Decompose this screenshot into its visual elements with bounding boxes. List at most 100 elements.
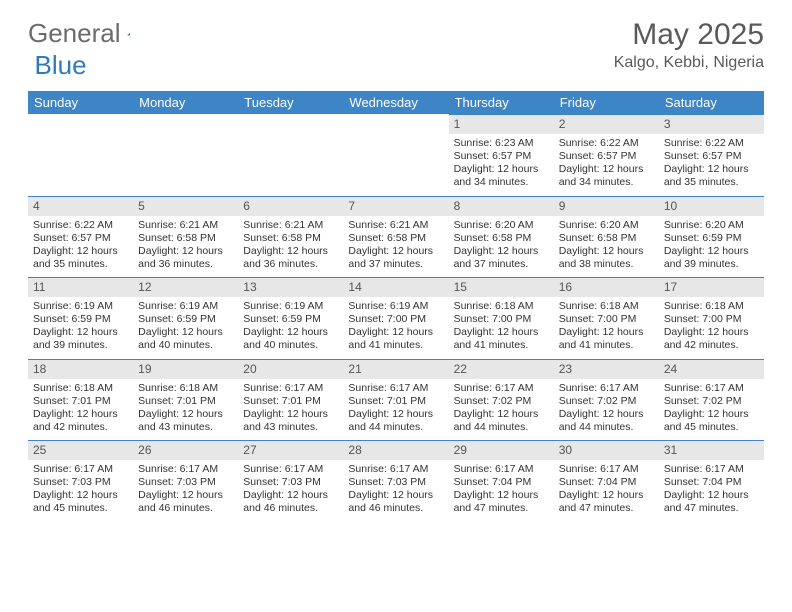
daylight-text: and 44 minutes. — [454, 421, 549, 434]
day-number: 8 — [449, 196, 554, 216]
sunrise-text: Sunrise: 6:17 AM — [559, 382, 654, 395]
daylight-text: and 38 minutes. — [559, 258, 654, 271]
daylight-text: and 42 minutes. — [664, 339, 759, 352]
calendar-day-cell: 4Sunrise: 6:22 AMSunset: 6:57 PMDaylight… — [28, 196, 133, 278]
daylight-text: and 44 minutes. — [559, 421, 654, 434]
daylight-text: and 42 minutes. — [33, 421, 128, 434]
daylight-text: Daylight: 12 hours — [33, 326, 128, 339]
day-body: Sunrise: 6:17 AMSunset: 7:02 PMDaylight:… — [449, 379, 554, 441]
daylight-text: and 43 minutes. — [243, 421, 338, 434]
sunrise-text: Sunrise: 6:19 AM — [243, 300, 338, 313]
title-location: Kalgo, Kebbi, Nigeria — [614, 54, 764, 72]
day-number: 2 — [554, 114, 659, 134]
calendar-day-cell: 5Sunrise: 6:21 AMSunset: 6:58 PMDaylight… — [133, 196, 238, 278]
sunrise-text: Sunrise: 6:17 AM — [138, 463, 233, 476]
sunset-text: Sunset: 6:59 PM — [33, 313, 128, 326]
day-body: Sunrise: 6:17 AMSunset: 7:02 PMDaylight:… — [554, 379, 659, 441]
day-body: Sunrise: 6:19 AMSunset: 7:00 PMDaylight:… — [343, 297, 448, 359]
calendar-day-cell: 12Sunrise: 6:19 AMSunset: 6:59 PMDayligh… — [133, 277, 238, 359]
daylight-text: Daylight: 12 hours — [243, 408, 338, 421]
day-number: 16 — [554, 277, 659, 297]
sunrise-text: Sunrise: 6:18 AM — [664, 300, 759, 313]
sunrise-text: Sunrise: 6:21 AM — [348, 219, 443, 232]
day-number: 12 — [133, 277, 238, 297]
sunrise-text: Sunrise: 6:21 AM — [138, 219, 233, 232]
calendar-day-cell: 14Sunrise: 6:19 AMSunset: 7:00 PMDayligh… — [343, 277, 448, 359]
calendar-week-row: 4Sunrise: 6:22 AMSunset: 6:57 PMDaylight… — [28, 196, 764, 278]
sunset-text: Sunset: 6:57 PM — [33, 232, 128, 245]
calendar-day-cell: 29Sunrise: 6:17 AMSunset: 7:04 PMDayligh… — [449, 440, 554, 522]
daylight-text: Daylight: 12 hours — [664, 408, 759, 421]
day-body: Sunrise: 6:17 AMSunset: 7:01 PMDaylight:… — [343, 379, 448, 441]
day-body: Sunrise: 6:17 AMSunset: 7:04 PMDaylight:… — [554, 460, 659, 522]
daylight-text: and 41 minutes. — [454, 339, 549, 352]
sunset-text: Sunset: 7:04 PM — [454, 476, 549, 489]
calendar-week-row: 11Sunrise: 6:19 AMSunset: 6:59 PMDayligh… — [28, 277, 764, 359]
day-body: Sunrise: 6:17 AMSunset: 7:03 PMDaylight:… — [343, 460, 448, 522]
day-body: Sunrise: 6:18 AMSunset: 7:00 PMDaylight:… — [449, 297, 554, 359]
sunrise-text: Sunrise: 6:20 AM — [559, 219, 654, 232]
daylight-text: Daylight: 12 hours — [243, 326, 338, 339]
day-body: Sunrise: 6:17 AMSunset: 7:03 PMDaylight:… — [133, 460, 238, 522]
calendar-day-cell: 18Sunrise: 6:18 AMSunset: 7:01 PMDayligh… — [28, 359, 133, 441]
sunrise-text: Sunrise: 6:17 AM — [454, 463, 549, 476]
calendar-day-cell: 23Sunrise: 6:17 AMSunset: 7:02 PMDayligh… — [554, 359, 659, 441]
day-number: 11 — [28, 277, 133, 297]
daylight-text: and 43 minutes. — [138, 421, 233, 434]
daylight-text: Daylight: 12 hours — [33, 245, 128, 258]
sunset-text: Sunset: 6:59 PM — [664, 232, 759, 245]
daylight-text: and 35 minutes. — [33, 258, 128, 271]
calendar-day-cell: 1Sunrise: 6:23 AMSunset: 6:57 PMDaylight… — [449, 114, 554, 196]
day-number: 7 — [343, 196, 448, 216]
day-body: Sunrise: 6:18 AMSunset: 7:01 PMDaylight:… — [28, 379, 133, 441]
sunrise-text: Sunrise: 6:17 AM — [243, 382, 338, 395]
weekday-header: Thursday — [449, 91, 554, 114]
calendar-day-cell: 28Sunrise: 6:17 AMSunset: 7:03 PMDayligh… — [343, 440, 448, 522]
sunset-text: Sunset: 7:04 PM — [664, 476, 759, 489]
daylight-text: Daylight: 12 hours — [454, 245, 549, 258]
brand-logo: General — [28, 18, 151, 49]
day-body: Sunrise: 6:17 AMSunset: 7:04 PMDaylight:… — [449, 460, 554, 522]
daylight-text: Daylight: 12 hours — [664, 245, 759, 258]
calendar-day-cell: 6Sunrise: 6:21 AMSunset: 6:58 PMDaylight… — [238, 196, 343, 278]
sunrise-text: Sunrise: 6:22 AM — [559, 137, 654, 150]
calendar-day-cell: 9Sunrise: 6:20 AMSunset: 6:58 PMDaylight… — [554, 196, 659, 278]
day-body: Sunrise: 6:20 AMSunset: 6:58 PMDaylight:… — [554, 216, 659, 278]
sunset-text: Sunset: 6:57 PM — [664, 150, 759, 163]
sunset-text: Sunset: 6:58 PM — [559, 232, 654, 245]
day-number: 24 — [659, 359, 764, 379]
daylight-text: and 36 minutes. — [243, 258, 338, 271]
calendar-day-cell — [238, 114, 343, 196]
sunset-text: Sunset: 7:01 PM — [33, 395, 128, 408]
daylight-text: and 35 minutes. — [664, 176, 759, 189]
calendar-day-cell: 7Sunrise: 6:21 AMSunset: 6:58 PMDaylight… — [343, 196, 448, 278]
calendar-day-cell: 8Sunrise: 6:20 AMSunset: 6:58 PMDaylight… — [449, 196, 554, 278]
sunset-text: Sunset: 6:57 PM — [559, 150, 654, 163]
day-number: 20 — [238, 359, 343, 379]
sunrise-text: Sunrise: 6:17 AM — [664, 382, 759, 395]
sunset-text: Sunset: 7:00 PM — [348, 313, 443, 326]
daylight-text: and 47 minutes. — [664, 502, 759, 515]
calendar-day-cell: 30Sunrise: 6:17 AMSunset: 7:04 PMDayligh… — [554, 440, 659, 522]
sunset-text: Sunset: 7:02 PM — [664, 395, 759, 408]
sunrise-text: Sunrise: 6:21 AM — [243, 219, 338, 232]
sunset-text: Sunset: 6:59 PM — [138, 313, 233, 326]
daylight-text: Daylight: 12 hours — [138, 489, 233, 502]
daylight-text: and 37 minutes. — [454, 258, 549, 271]
day-number: 27 — [238, 440, 343, 460]
day-number: 6 — [238, 196, 343, 216]
sunrise-text: Sunrise: 6:19 AM — [138, 300, 233, 313]
day-number: 17 — [659, 277, 764, 297]
calendar-day-cell: 22Sunrise: 6:17 AMSunset: 7:02 PMDayligh… — [449, 359, 554, 441]
day-number: 14 — [343, 277, 448, 297]
sunrise-text: Sunrise: 6:18 AM — [138, 382, 233, 395]
sunset-text: Sunset: 6:58 PM — [138, 232, 233, 245]
calendar-week-row: 25Sunrise: 6:17 AMSunset: 7:03 PMDayligh… — [28, 440, 764, 522]
daylight-text: Daylight: 12 hours — [348, 489, 443, 502]
calendar-table: SundayMondayTuesdayWednesdayThursdayFrid… — [28, 91, 764, 522]
sunrise-text: Sunrise: 6:17 AM — [348, 463, 443, 476]
sunset-text: Sunset: 7:01 PM — [348, 395, 443, 408]
daylight-text: Daylight: 12 hours — [454, 326, 549, 339]
sunrise-text: Sunrise: 6:23 AM — [454, 137, 549, 150]
daylight-text: Daylight: 12 hours — [559, 489, 654, 502]
